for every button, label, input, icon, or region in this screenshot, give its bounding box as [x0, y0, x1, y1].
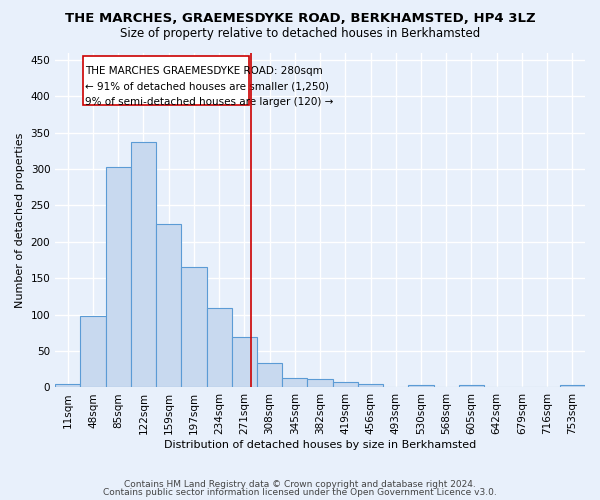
Text: 9% of semi-detached houses are larger (120) →: 9% of semi-detached houses are larger (1… [85, 97, 334, 107]
Bar [106, 167, 131, 388]
Text: ← 91% of detached houses are smaller (1,250): ← 91% of detached houses are smaller (1,… [85, 82, 329, 92]
Bar [282, 378, 307, 388]
X-axis label: Distribution of detached houses by size in Berkhamsted: Distribution of detached houses by size … [164, 440, 476, 450]
Bar [55, 384, 80, 388]
Y-axis label: Number of detached properties: Number of detached properties [15, 132, 25, 308]
Bar [156, 224, 181, 388]
Bar [80, 316, 106, 388]
Bar [131, 142, 156, 388]
Text: Contains HM Land Registry data © Crown copyright and database right 2024.: Contains HM Land Registry data © Crown c… [124, 480, 476, 489]
Bar [332, 382, 358, 388]
FancyBboxPatch shape [83, 56, 248, 105]
Bar [307, 378, 332, 388]
Bar [206, 308, 232, 388]
Bar [459, 384, 484, 388]
Text: THE MARCHES, GRAEMESDYKE ROAD, BERKHAMSTED, HP4 3LZ: THE MARCHES, GRAEMESDYKE ROAD, BERKHAMST… [65, 12, 535, 26]
Text: Contains public sector information licensed under the Open Government Licence v3: Contains public sector information licen… [103, 488, 497, 497]
Bar [560, 384, 585, 388]
Text: Size of property relative to detached houses in Berkhamsted: Size of property relative to detached ho… [120, 28, 480, 40]
Bar [232, 337, 257, 388]
Bar [358, 384, 383, 388]
Text: THE MARCHES GRAEMESDYKE ROAD: 280sqm: THE MARCHES GRAEMESDYKE ROAD: 280sqm [85, 66, 323, 76]
Bar [257, 362, 282, 388]
Bar [409, 384, 434, 388]
Bar [181, 268, 206, 388]
